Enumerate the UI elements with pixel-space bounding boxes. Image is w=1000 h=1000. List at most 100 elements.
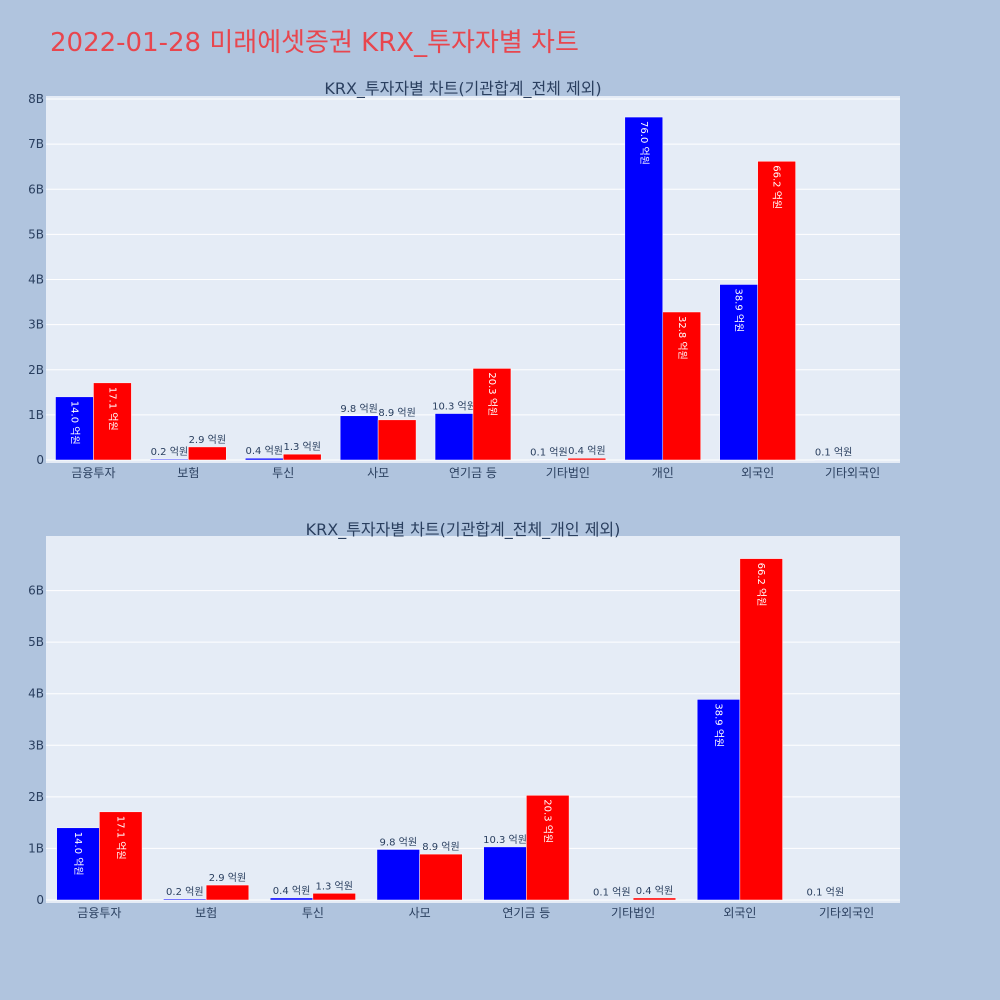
bar: [739, 558, 783, 901]
bar-data-label: 17.1 억원: [115, 816, 127, 860]
x-tick-label: 투신: [302, 906, 324, 920]
bar: [483, 846, 527, 901]
bar-data-label: 0.2 억원: [166, 886, 203, 898]
bar-data-label: 8.9 억원: [378, 407, 415, 419]
bar-data-label: 0.4 억원: [273, 885, 310, 897]
bar-data-label: 14.0 억원: [72, 832, 84, 876]
y-tick-label: 1B: [28, 408, 44, 422]
bar-data-label: 1.3 억원: [315, 880, 352, 892]
bar: [529, 459, 569, 461]
bar-data-label: 1.3 억원: [283, 441, 320, 453]
chart-2: 0 1B 2B 3B 4B 5B 6B 금융투자 보험 투신 사모 연기금 등 기타법인 외국인 기타외국인…: [28, 520, 900, 920]
bar: [188, 446, 227, 461]
bar-data-label: 0.2 억원: [151, 446, 188, 458]
y-tick-label: 3B: [28, 318, 44, 332]
bar-data-label: 0.1 억원: [593, 886, 630, 898]
bar: [56, 827, 100, 901]
bar-data-label: 0.4 억원: [568, 445, 605, 457]
bar: [93, 382, 132, 461]
y-tick-label: 4B: [28, 273, 44, 287]
x-tick-label: 기타법인: [546, 466, 590, 480]
y-tick-label: 6B: [28, 584, 44, 598]
bar-data-label: 20.3 억원: [542, 799, 554, 843]
bar: [282, 453, 322, 461]
bar-data-label: 66.2 억원: [771, 165, 783, 209]
x-tick-label: 외국인: [741, 466, 774, 480]
bar-data-label: 2.9 억원: [209, 872, 246, 884]
bar: [590, 899, 634, 901]
x-tick-label: 투신: [272, 466, 294, 480]
y-tick-label: 4B: [28, 687, 44, 701]
bar: [205, 884, 250, 901]
bar-data-label: 10.3 억원: [483, 834, 527, 846]
bar: [339, 415, 379, 461]
bar-data-label: 0.1 억원: [815, 447, 852, 459]
bar-data-label: 38.9 억원: [733, 288, 745, 332]
x-tick-label: 보험: [177, 466, 199, 480]
page-title: 2022-01-28 미래에셋증권 KRX_투자자별 차트: [50, 28, 579, 58]
bar: [814, 459, 853, 461]
bar-data-label: 0.4 억원: [636, 885, 673, 897]
bar: [624, 116, 664, 461]
y-tick-label: 7B: [28, 137, 44, 151]
bar: [696, 699, 741, 901]
x-tick-label: 금융투자: [71, 466, 115, 480]
x-tick-label: 금융투자: [77, 906, 121, 920]
chart-title: KRX_투자자별 차트(기관합계_전체 제외): [324, 79, 601, 99]
bar: [434, 413, 474, 461]
bar-data-label: 32.8 억원: [676, 316, 688, 360]
x-tick-label: 외국인: [723, 906, 756, 920]
y-tick-label: 0: [36, 893, 44, 907]
bar-data-label: 0.4 억원: [246, 445, 283, 457]
x-tick-label: 기타외국인: [825, 466, 880, 480]
bar: [163, 898, 207, 901]
x-tick-label: 사모: [367, 466, 389, 480]
bar: [526, 795, 570, 901]
bar: [567, 457, 607, 461]
bar-data-label: 9.8 억원: [380, 836, 417, 848]
bar: [150, 458, 189, 461]
y-tick-label: 3B: [28, 738, 44, 752]
bar: [376, 849, 420, 901]
bar-data-label: 9.8 억원: [340, 403, 377, 415]
bar: [803, 899, 847, 901]
bar: [245, 457, 284, 461]
bar: [757, 161, 796, 461]
chart-title: KRX_투자자별 차트(기관합계_전체_개인 제외): [306, 520, 621, 540]
x-tick-label: 기타외국인: [819, 906, 874, 920]
bar-data-label: 66.2 억원: [755, 563, 767, 607]
bar: [377, 419, 417, 461]
bar: [99, 811, 143, 901]
bar-data-label: 76.0 억원: [638, 121, 650, 165]
x-tick-label: 기타법인: [611, 906, 655, 920]
bar-data-label: 10.3 억원: [432, 401, 476, 413]
y-tick-label: 2B: [28, 790, 44, 804]
bar-data-label: 20.3 억원: [486, 372, 498, 416]
bar-data-label: 2.9 억원: [189, 434, 226, 446]
y-tick-label: 5B: [28, 635, 44, 649]
bar: [269, 897, 314, 901]
x-tick-label: 연기금 등: [449, 466, 497, 480]
y-tick-label: 6B: [28, 182, 44, 196]
x-tick-label: 개인: [652, 466, 674, 480]
bar: [419, 853, 463, 901]
bar: [632, 897, 677, 901]
y-tick-label: 0: [36, 453, 44, 467]
y-tick-label: 1B: [28, 841, 44, 855]
bar: [312, 893, 356, 901]
bar: [472, 368, 512, 461]
bar-data-label: 14.0 억원: [68, 401, 80, 445]
x-tick-label: 연기금 등: [502, 906, 550, 920]
x-tick-label: 사모: [409, 906, 431, 920]
bar-data-label: 8.9 억원: [422, 841, 459, 853]
x-tick-label: 보험: [195, 906, 217, 920]
bar-data-label: 0.1 억원: [807, 886, 844, 898]
bar: [662, 311, 701, 461]
bar-data-label: 38.9 억원: [713, 703, 725, 747]
y-tick-label: 8B: [28, 92, 44, 106]
y-tick-label: 2B: [28, 363, 44, 377]
bar: [55, 396, 94, 461]
y-tick-label: 5B: [28, 227, 44, 241]
bar-data-label: 0.1 억원: [530, 447, 567, 459]
